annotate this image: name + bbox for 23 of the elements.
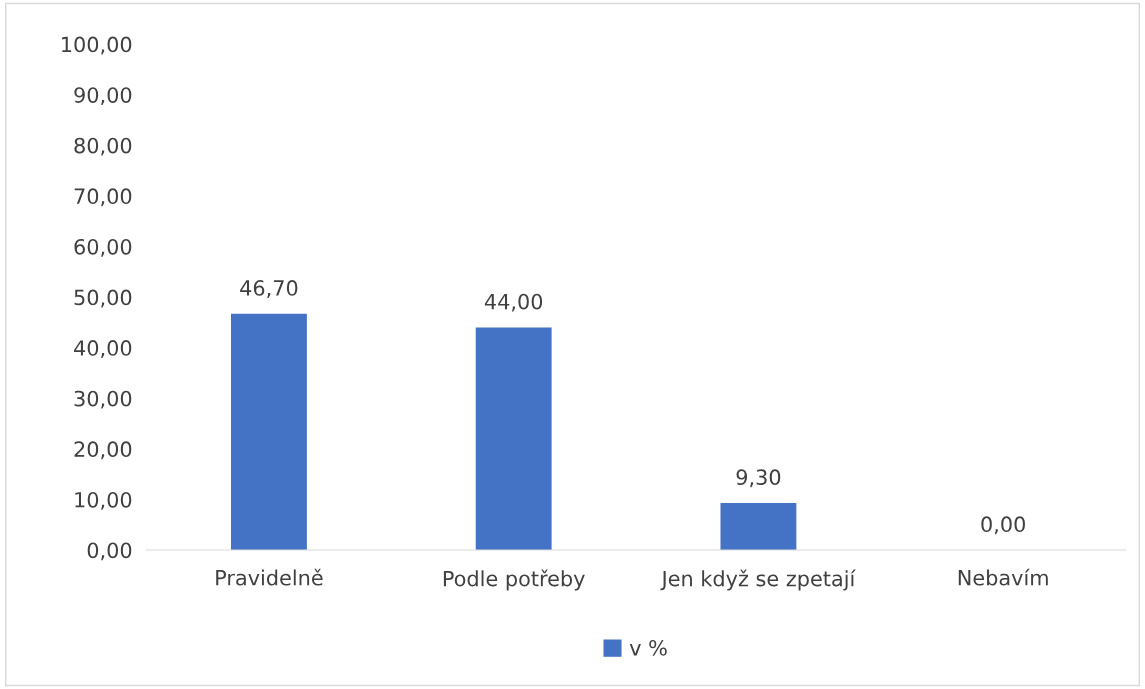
bar <box>720 502 797 551</box>
data-label: 0,00 <box>981 516 1025 535</box>
y-tick-label: 30,00 <box>74 390 132 409</box>
y-tick-label: 70,00 <box>74 188 132 207</box>
bar <box>475 327 552 551</box>
y-tick-label: 80,00 <box>74 137 132 156</box>
y-tick-label: 0,00 <box>87 542 132 561</box>
y-tick-label: 60,00 <box>74 238 132 257</box>
data-label: 9,30 <box>736 469 781 488</box>
bar <box>231 313 307 551</box>
data-label: 44,00 <box>484 293 543 312</box>
y-tick-label: 40,00 <box>74 340 132 358</box>
legend-label: v % <box>629 639 667 656</box>
x-tick-label: Jen když se zpetají <box>660 569 856 591</box>
x-tick-label: Pravidelně <box>216 568 323 586</box>
x-tick-label: Nebavím <box>958 568 1048 586</box>
x-tick-label: Podle potřeby <box>443 569 585 591</box>
y-tick-label: 50,00 <box>74 289 132 308</box>
y-tick-label: 100,00 <box>62 36 132 55</box>
data-label: 46,70 <box>240 280 298 298</box>
y-tick-label: 20,00 <box>74 441 132 460</box>
y-tick-label: 10,00 <box>75 491 132 510</box>
y-tick-label: 90,00 <box>74 87 132 106</box>
